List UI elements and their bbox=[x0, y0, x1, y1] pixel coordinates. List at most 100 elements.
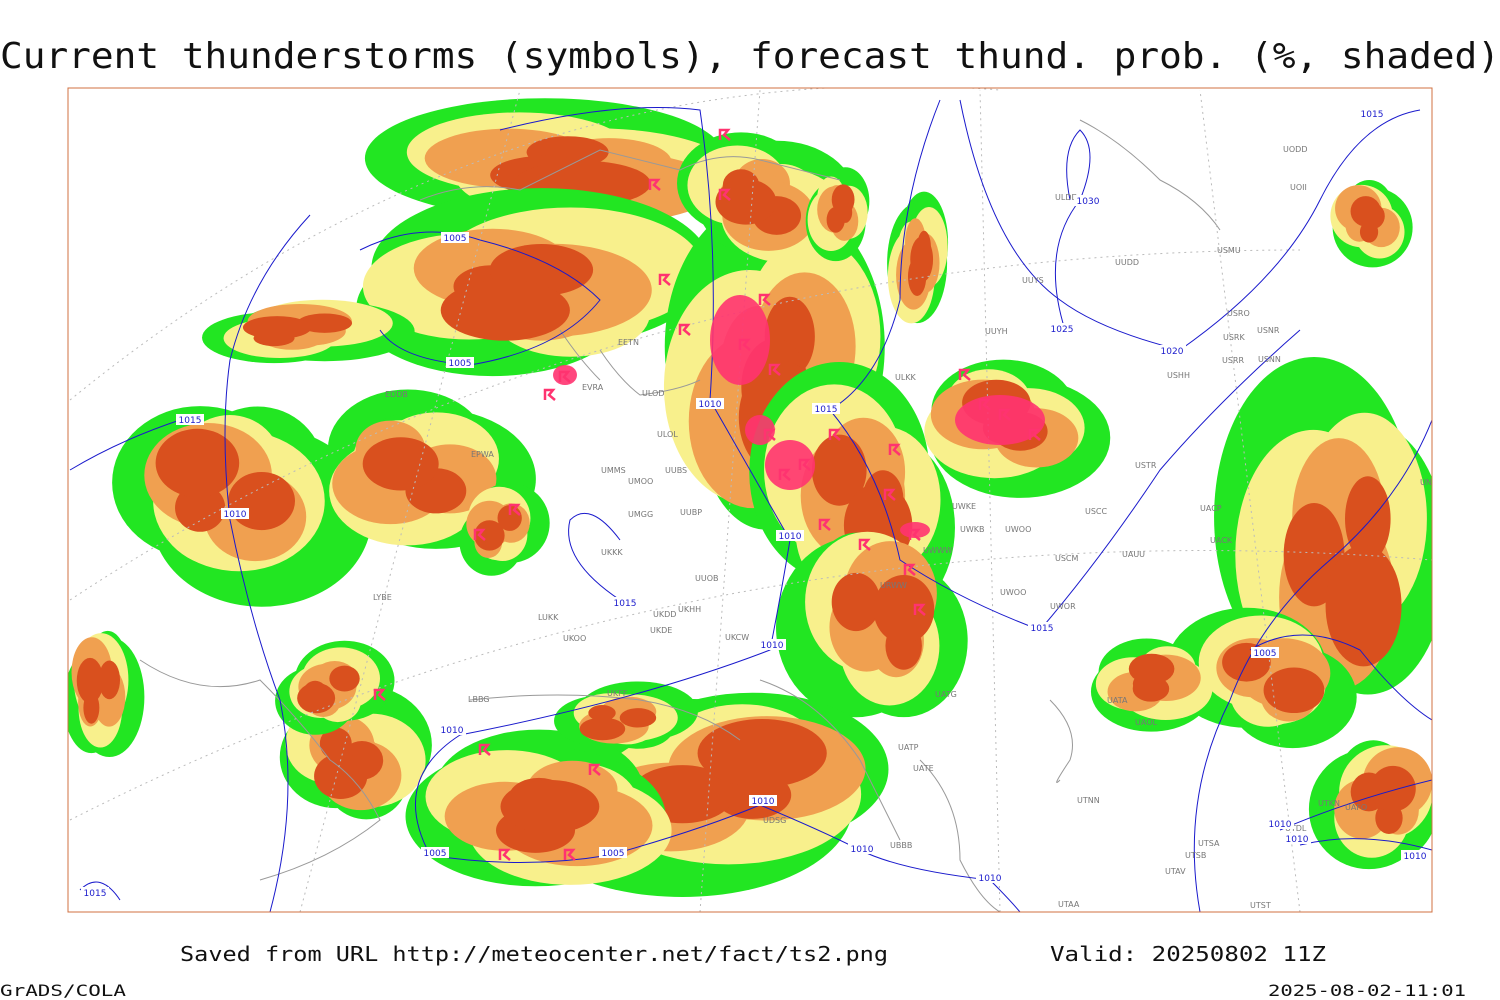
shade-3 bbox=[155, 428, 240, 498]
isobar-label-bg bbox=[599, 847, 627, 858]
station-label: USHH bbox=[1167, 371, 1190, 380]
isobar-label-bg bbox=[1074, 195, 1102, 206]
graticule bbox=[69, 88, 1432, 912]
station-label: UAFO bbox=[1345, 803, 1367, 812]
shade-3 bbox=[98, 660, 121, 700]
station-label: LBBG bbox=[468, 695, 490, 704]
storm-symbol bbox=[498, 848, 511, 861]
station-label: UKDD bbox=[653, 610, 676, 619]
isobar-label-bg bbox=[611, 597, 639, 608]
isobar-label: 1010 bbox=[1404, 852, 1427, 862]
shade-3 bbox=[362, 437, 439, 491]
isobar-label-bg bbox=[221, 508, 249, 519]
station-label: USTR bbox=[1135, 461, 1157, 470]
isobar-label-bg bbox=[1028, 622, 1056, 633]
station-label: UTNN bbox=[1077, 796, 1100, 805]
station-label: UTAA bbox=[1058, 900, 1080, 909]
station-label: EETN bbox=[618, 338, 639, 347]
shade-3 bbox=[314, 753, 368, 799]
storm-symbol bbox=[718, 188, 731, 201]
shade-3 bbox=[831, 572, 881, 632]
station-label: ULKK bbox=[895, 373, 917, 382]
station-label: UTDL bbox=[1285, 824, 1307, 833]
shade-3 bbox=[1128, 653, 1175, 685]
isobar-label-bg bbox=[1401, 850, 1429, 861]
station-label: UKCW bbox=[725, 633, 749, 642]
isobar-label-bg bbox=[1048, 323, 1076, 334]
isobar-label: 1010 bbox=[224, 510, 247, 520]
station-label: UTKN bbox=[1318, 799, 1340, 808]
thunderstorm-symbols bbox=[373, 128, 1045, 861]
shade-3 bbox=[1345, 476, 1391, 562]
shade-3 bbox=[811, 434, 867, 506]
storm-symbol bbox=[658, 273, 671, 286]
station-label: USRK bbox=[1223, 333, 1245, 342]
storm-symbol bbox=[648, 178, 661, 191]
isobar-label: 1010 bbox=[1286, 835, 1309, 845]
isobar-label-bg bbox=[696, 398, 724, 409]
storm-symbol bbox=[883, 488, 896, 501]
storm-symbol bbox=[888, 443, 901, 456]
station-label: UTAV bbox=[1165, 867, 1186, 876]
isobar-label-bg bbox=[441, 232, 469, 243]
isobar-label-bg bbox=[438, 724, 466, 735]
storm-symbol bbox=[678, 323, 691, 336]
software: GrADS/COLA bbox=[0, 981, 126, 1000]
isobar-label: 1005 bbox=[602, 849, 625, 859]
station-label: EDDB bbox=[385, 390, 408, 399]
storm-symbol bbox=[588, 763, 601, 776]
isobar-label: 1015 bbox=[1361, 110, 1384, 120]
station-label: UTSB bbox=[1185, 851, 1206, 860]
isobar-label: 1005 bbox=[1254, 649, 1277, 659]
station-label: UTSA bbox=[1198, 839, 1220, 848]
storm-cluster bbox=[745, 415, 775, 445]
source-url: Saved from URL http://meteocenter.net/fa… bbox=[180, 942, 888, 966]
station-label: LUKK bbox=[538, 613, 559, 622]
station-label: UUOB bbox=[695, 574, 719, 583]
shade-3 bbox=[242, 316, 312, 339]
shade-3 bbox=[440, 279, 570, 341]
isobar-label: 1010 bbox=[851, 845, 874, 855]
isobar-label-bg bbox=[776, 530, 804, 541]
isobar-label: 1010 bbox=[979, 874, 1002, 884]
storm-cluster bbox=[955, 395, 1045, 445]
station-label: UOII bbox=[1290, 183, 1307, 192]
shade-3 bbox=[619, 708, 657, 728]
station-label: UKFF bbox=[607, 689, 628, 698]
storm-symbol bbox=[508, 503, 521, 516]
isobar-label: 1015 bbox=[179, 416, 202, 426]
shade-3 bbox=[579, 717, 626, 741]
station-label: USCC bbox=[1085, 507, 1108, 516]
station-label: UODD bbox=[1283, 145, 1307, 154]
station-label: UATP bbox=[898, 743, 919, 752]
isobar-label: 1015 bbox=[815, 405, 838, 415]
shade-3 bbox=[910, 236, 934, 283]
isobar-label: 1010 bbox=[779, 532, 802, 542]
station-label: UWKE bbox=[952, 502, 976, 511]
station-label: USNR bbox=[1257, 326, 1280, 335]
station-label: UMOO bbox=[628, 477, 653, 486]
storm-symbol bbox=[373, 688, 386, 701]
storm-symbol bbox=[758, 293, 771, 306]
timestamp: 2025-08-02-11:01 bbox=[1268, 981, 1466, 1000]
station-label: EVRA bbox=[582, 383, 604, 392]
shade-3 bbox=[588, 704, 616, 721]
isobar-label: 1010 bbox=[1269, 820, 1292, 830]
isobar-label-bg bbox=[446, 357, 474, 368]
storm-symbol bbox=[858, 538, 871, 551]
station-label: UATG bbox=[935, 690, 957, 699]
station-label: UUYH bbox=[985, 327, 1008, 336]
station-labels: UUYS UUYH ULKK UUDD USMU USRO USRK USNR USHH USRR… bbox=[373, 145, 1432, 910]
isobar-label: 1005 bbox=[449, 359, 472, 369]
station-label: UMMS bbox=[601, 466, 626, 475]
storm-symbol bbox=[768, 363, 781, 376]
isobar-label-bg bbox=[812, 403, 840, 414]
isobar-label: 1005 bbox=[444, 234, 467, 244]
isobar-label-bg bbox=[749, 795, 777, 806]
isobar-label-bg bbox=[1358, 108, 1386, 119]
storm-symbol bbox=[543, 388, 556, 401]
coastlines bbox=[139, 119, 1221, 912]
station-label: ULOD bbox=[642, 389, 664, 398]
shade-3 bbox=[500, 779, 600, 834]
map-frame bbox=[67, 87, 1433, 913]
